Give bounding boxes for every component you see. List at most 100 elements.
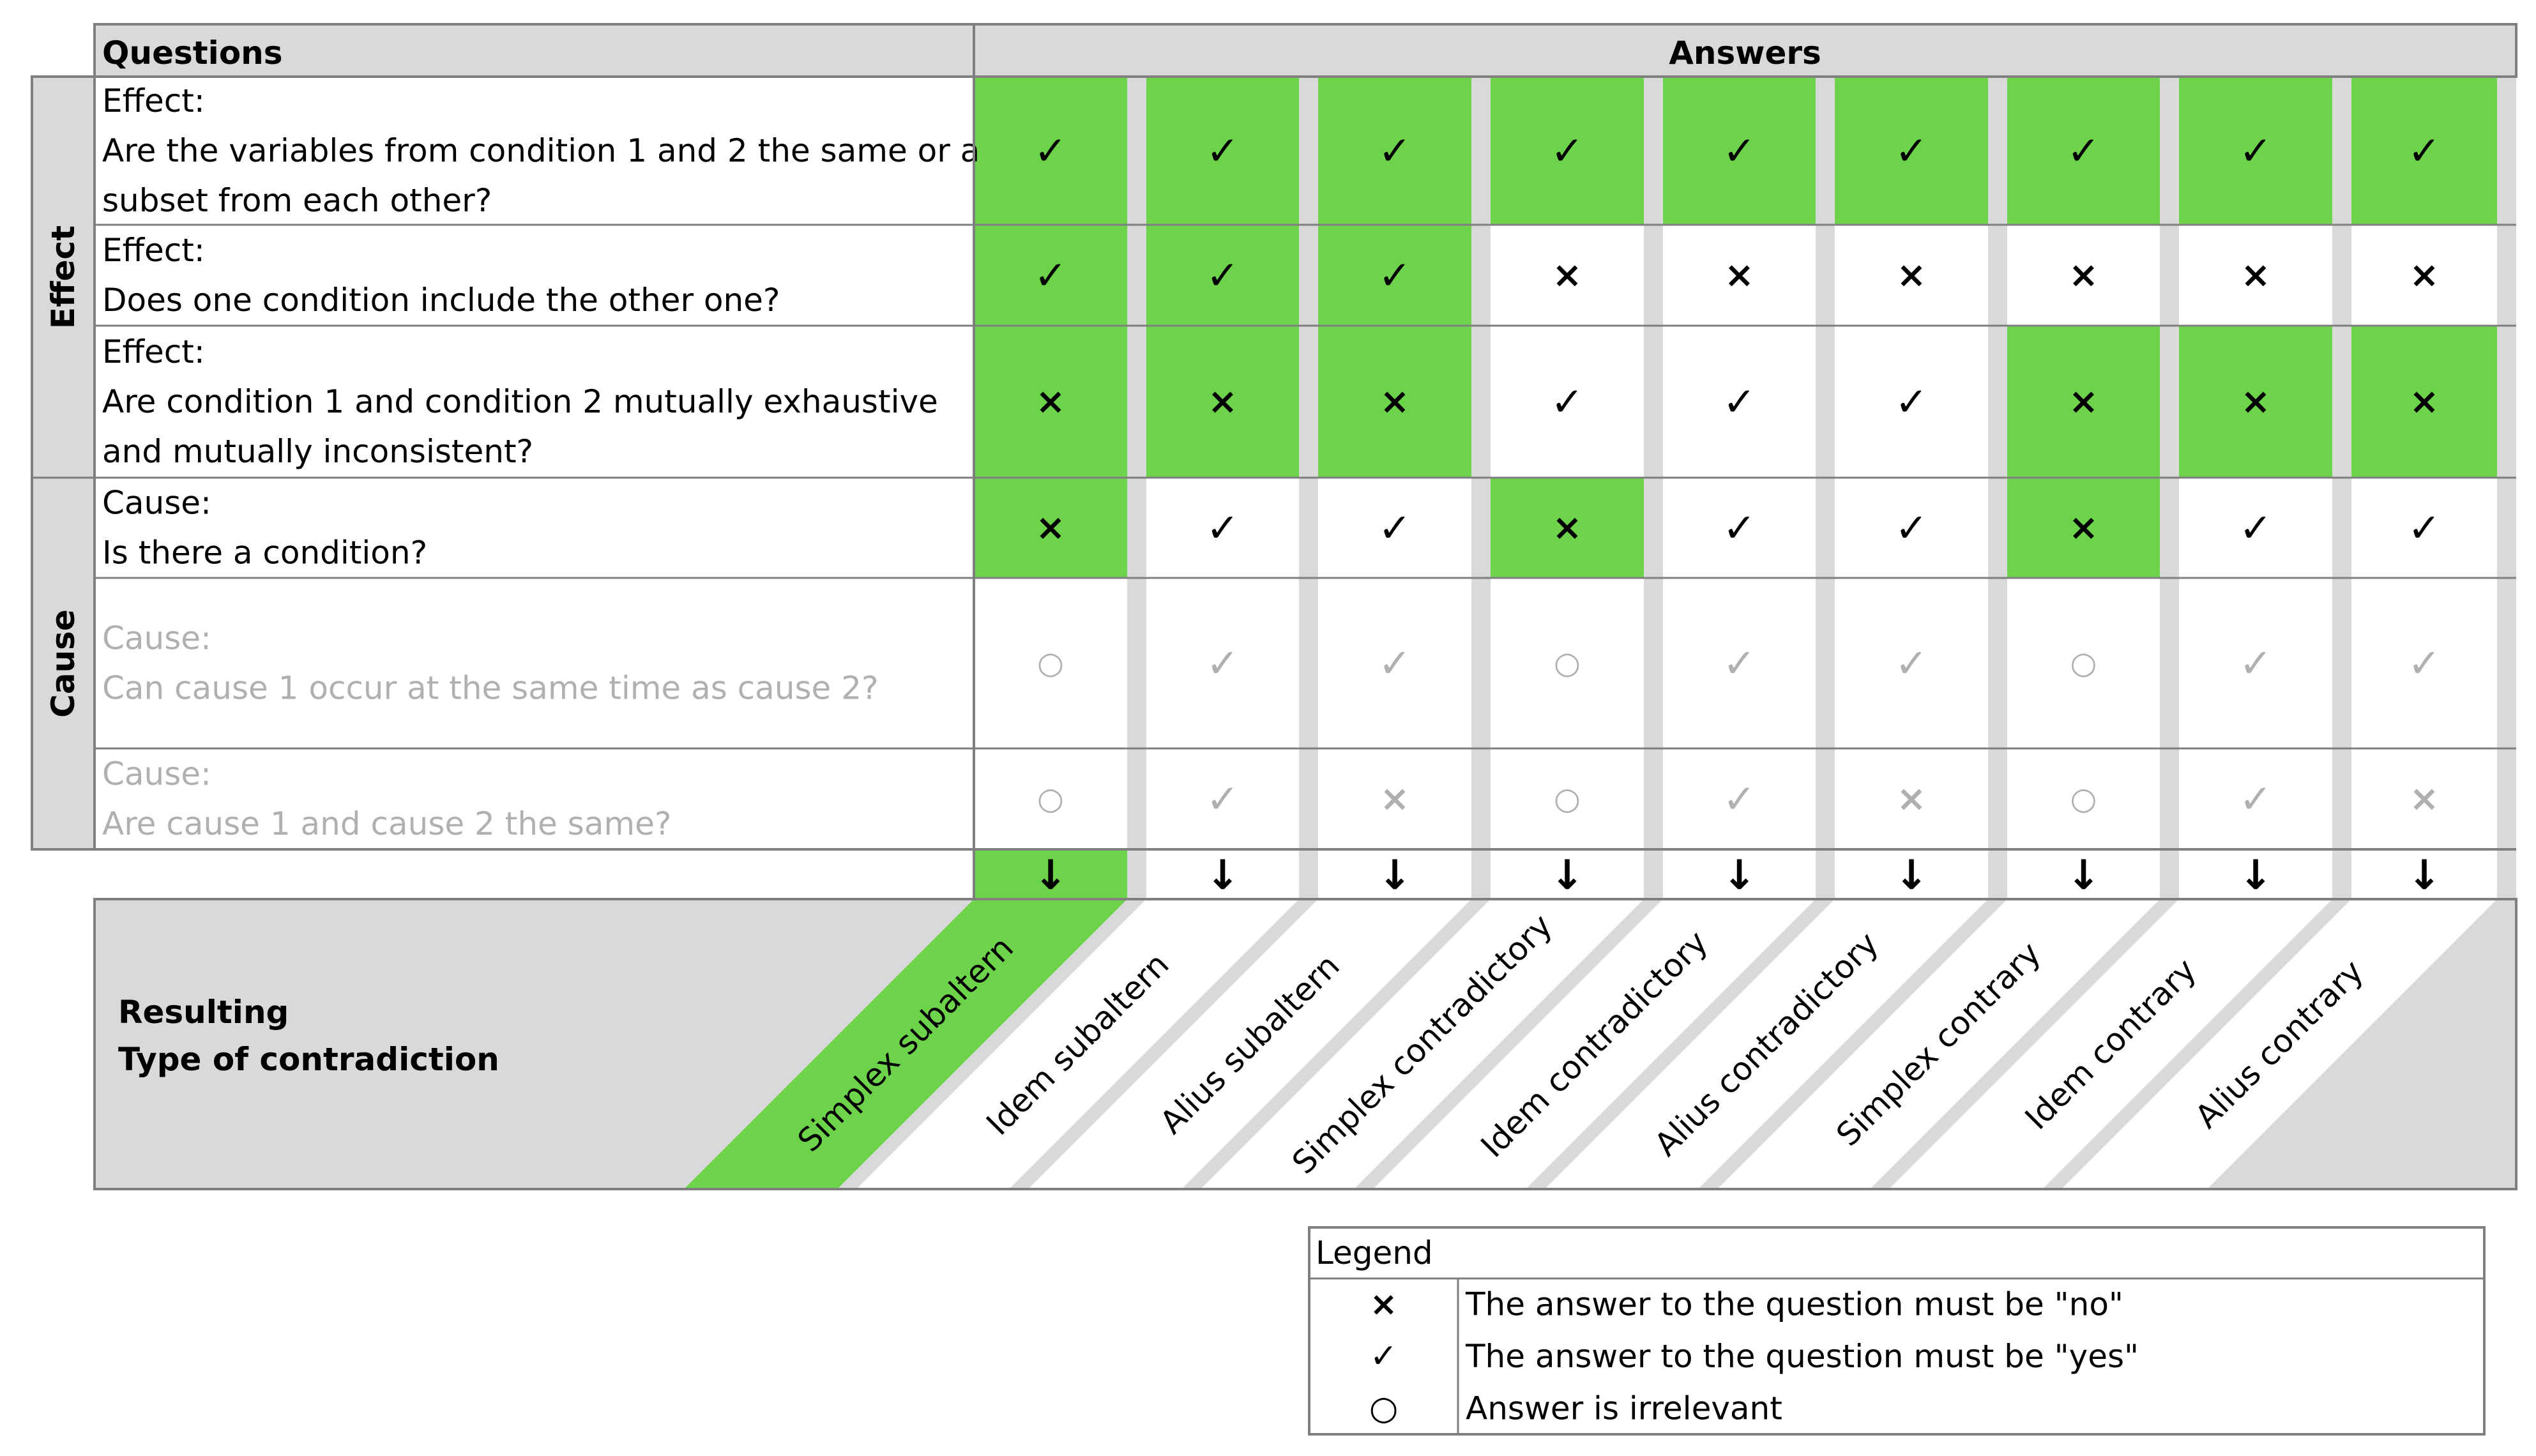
answer-irrelevant-icon: ○ (1037, 781, 1064, 817)
result-type-cell (856, 899, 1299, 1189)
answer-no-icon: × (2241, 255, 2271, 296)
group-label: Effect (45, 225, 82, 329)
answer-yes-icon: ✓ (1206, 252, 1240, 299)
answer-no-icon: × (1553, 255, 1583, 296)
answer-cell-highlight (1146, 77, 1299, 225)
arrow-down-icon: ↓ (2067, 852, 2101, 899)
answer-cell-highlight (1491, 478, 1644, 578)
answer-yes-icon: ✓ (1378, 640, 1411, 686)
arrow-cell-highlight (974, 849, 1127, 899)
answer-yes-icon: ✓ (2239, 776, 2272, 823)
answer-yes-icon: ✓ (1034, 252, 1067, 299)
arrow-down-icon: ↓ (1550, 852, 1584, 899)
answer-cell-highlight (2351, 77, 2497, 225)
answer-irrelevant-icon: ○ (2070, 781, 2097, 817)
answer-cell-highlight (1318, 326, 1471, 478)
answer-no-icon: × (1036, 507, 1066, 549)
result-type-cell (1889, 899, 2332, 1189)
arrow-down-icon: ↓ (1722, 852, 1757, 899)
question-text: Does one condition include the other one… (102, 282, 780, 319)
answer-cell-highlight (1146, 225, 1299, 326)
answer-yes-icon: ✓ (1034, 128, 1067, 174)
column-separator (2332, 77, 2351, 899)
answer-cell-highlight (1146, 326, 1299, 478)
answer-cell-highlight (2179, 326, 2332, 478)
answer-yes-icon: ✓ (1723, 504, 1756, 551)
answer-yes-icon: ✓ (1206, 504, 1240, 551)
answer-cell-highlight (1318, 225, 1471, 326)
legend-text: Answer is irrelevant (1466, 1390, 1782, 1427)
legend-symbol-icon: × (1370, 1285, 1398, 1324)
header-border (93, 23, 2517, 78)
answer-yes-icon: ✓ (1378, 252, 1411, 299)
question-text: Are condition 1 and condition 2 mutually… (102, 383, 938, 420)
arrow-down-icon: ↓ (2407, 852, 2441, 899)
answer-irrelevant-icon: ○ (1554, 781, 1581, 817)
question-text: Cause: (102, 755, 211, 792)
answer-yes-icon: ✓ (1723, 379, 1756, 425)
column-separator (1299, 77, 1318, 899)
result-border (93, 898, 2517, 1190)
answer-no-icon: × (1208, 381, 1238, 423)
result-title: Type of contradiction (118, 1041, 499, 1078)
arrow-down-icon: ↓ (1206, 852, 1240, 899)
answer-yes-icon: ✓ (1723, 640, 1756, 686)
legend-title: Legend (1316, 1234, 1433, 1271)
answer-yes-icon: ✓ (1895, 504, 1928, 551)
legend-symbol-icon: ✓ (1370, 1337, 1398, 1376)
result-type-cell (1373, 899, 1816, 1189)
answer-yes-icon: ✓ (1551, 128, 1584, 174)
answer-no-icon: × (1897, 778, 1927, 820)
question-text: Can cause 1 occur at the same time as ca… (102, 670, 879, 707)
result-type-cell (684, 899, 1127, 1189)
column-separator (2160, 77, 2179, 899)
question-text: subset from each other? (102, 182, 492, 219)
answer-yes-icon: ✓ (2408, 640, 2441, 686)
group-tab-cause (32, 478, 95, 849)
answer-no-icon: × (2410, 255, 2440, 296)
answer-no-icon: × (2410, 778, 2440, 820)
answer-yes-icon: ✓ (1895, 640, 1928, 686)
question-text: Are the variables from condition 1 and 2… (102, 132, 980, 169)
answer-no-icon: × (1553, 507, 1583, 549)
legend-box (1308, 1226, 2486, 1436)
answer-cell-highlight (2007, 77, 2160, 225)
answer-irrelevant-icon: ○ (1037, 646, 1064, 681)
arrow-down-icon: ↓ (1378, 852, 1412, 899)
result-type-cell (2061, 899, 2497, 1189)
result-type-cell (1201, 899, 1644, 1189)
question-text: Effect: (102, 82, 205, 119)
answer-cell-highlight (1318, 77, 1471, 225)
answer-yes-icon: ✓ (1895, 128, 1928, 174)
question-text: Effect: (102, 333, 205, 370)
answer-yes-icon: ✓ (2408, 128, 2441, 174)
column-separator (1471, 77, 1491, 899)
answer-cell-highlight (2351, 326, 2497, 478)
answer-cell-highlight (2007, 326, 2160, 478)
answer-cell-highlight (974, 478, 1127, 578)
answer-yes-icon: ✓ (2408, 504, 2441, 551)
answer-no-icon: × (2069, 507, 2099, 549)
answer-cell-highlight (974, 326, 1127, 478)
answer-cell-highlight (2179, 77, 2332, 225)
answer-yes-icon: ✓ (1206, 776, 1240, 823)
answer-cell-highlight (974, 225, 1127, 326)
answer-irrelevant-icon: ○ (1554, 646, 1581, 681)
answer-yes-icon: ✓ (1206, 640, 1240, 686)
arrow-down-icon: ↓ (1033, 852, 1068, 899)
answer-yes-icon: ✓ (1895, 379, 1928, 425)
question-text: Cause: (102, 620, 211, 657)
legend-symbol-icon: ○ (1369, 1389, 1398, 1427)
answer-no-icon: × (2410, 381, 2440, 423)
answer-yes-icon: ✓ (1206, 128, 1240, 174)
result-type-cell (1545, 899, 1988, 1189)
arrow-down-icon: ↓ (2238, 852, 2273, 899)
answer-no-icon: × (2069, 255, 2099, 296)
answers-header: Answers (1669, 34, 1821, 72)
answer-no-icon: × (2241, 381, 2271, 423)
answer-irrelevant-icon: ○ (2070, 646, 2097, 681)
answer-no-icon: × (1897, 255, 1927, 296)
question-text: Are cause 1 and cause 2 the same? (102, 805, 671, 842)
question-text: Is there a condition? (102, 535, 427, 572)
